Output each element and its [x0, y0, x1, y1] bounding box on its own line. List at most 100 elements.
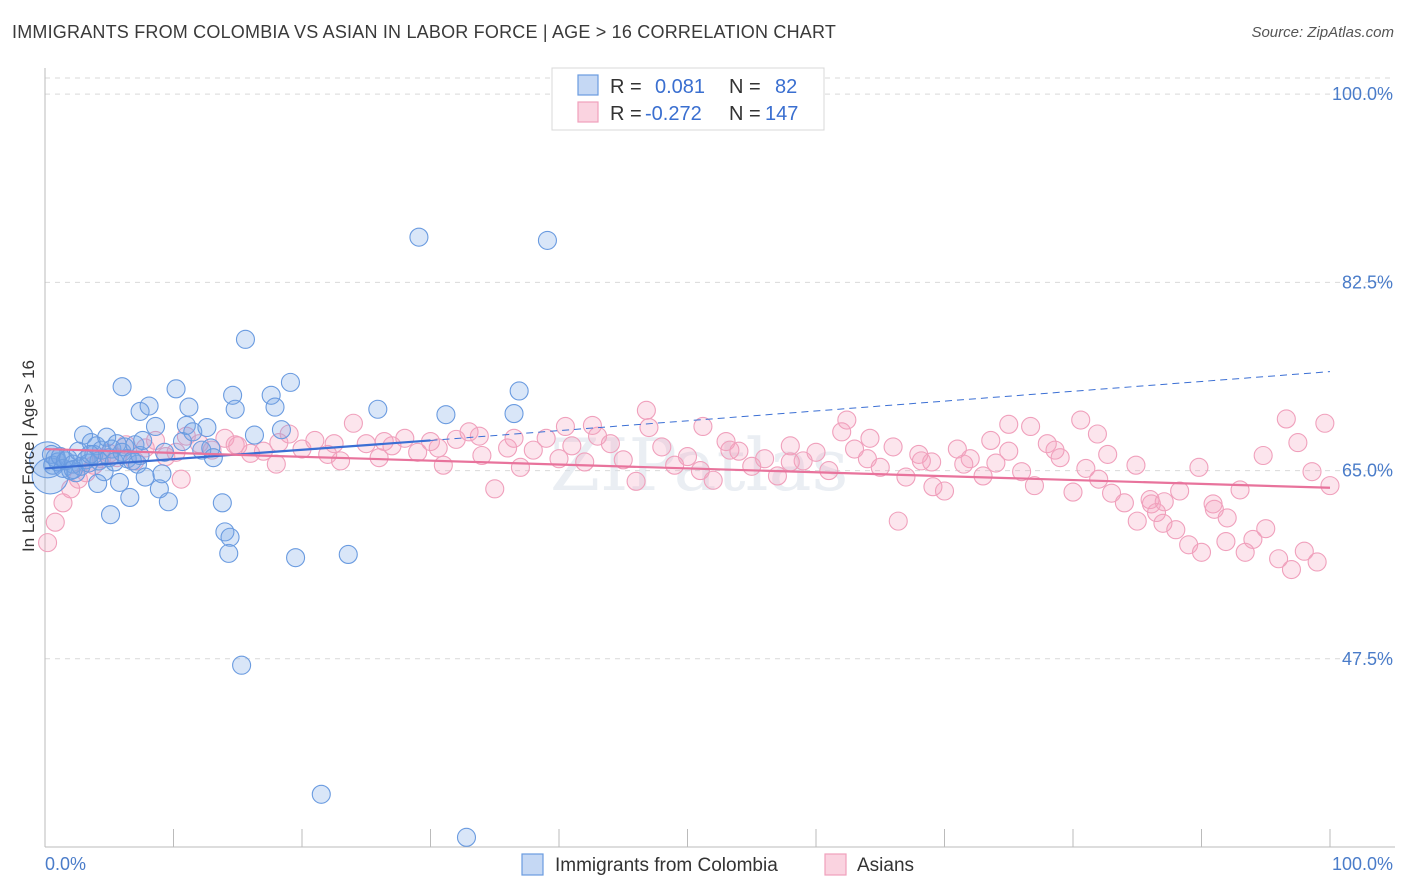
- asians-point: [720, 440, 740, 460]
- y-tick-label: 82.5%: [1342, 272, 1393, 292]
- colombia-point: [220, 527, 240, 547]
- asians-point: [428, 438, 448, 458]
- colombia-point: [130, 401, 150, 421]
- legend-r-value-blue: 0.081: [655, 76, 705, 98]
- asians-point: [1216, 532, 1236, 552]
- asians-point: [960, 449, 980, 469]
- asians-point: [472, 445, 492, 466]
- asians-point: [433, 455, 453, 475]
- asians-point: [806, 442, 826, 462]
- asians-point: [600, 434, 620, 454]
- asians-point: [896, 467, 916, 487]
- asians-point: [954, 454, 974, 474]
- colombia-point: [504, 404, 524, 424]
- legend-swatch-blue: [577, 74, 599, 96]
- colombia-point: [509, 381, 529, 401]
- colombia-point: [74, 425, 94, 445]
- asians-point: [981, 430, 1001, 451]
- colombia-point: [261, 385, 281, 405]
- asians-point: [1235, 542, 1255, 562]
- asians-point: [1276, 409, 1296, 429]
- colombia-point: [223, 385, 243, 405]
- colombia-point: [197, 417, 217, 438]
- colombia-point: [139, 396, 159, 416]
- asians-point: [459, 422, 479, 442]
- asians-point: [305, 430, 325, 451]
- asians-point: [639, 417, 659, 438]
- asians-point: [343, 413, 363, 433]
- legend-r-label-blue: R =: [610, 76, 642, 98]
- legend-swatch-pink: [577, 101, 599, 123]
- asians-point: [1307, 552, 1327, 572]
- asians-point: [1281, 559, 1301, 580]
- asians-point: [1294, 541, 1314, 561]
- asians-point: [562, 436, 582, 456]
- colombia-point: [97, 427, 117, 447]
- colombia-point: [368, 399, 388, 419]
- y-tick-label: 47.5%: [1342, 649, 1393, 669]
- asians-point: [38, 533, 58, 553]
- asians-point: [1302, 462, 1322, 482]
- asians-point: [626, 471, 646, 491]
- asians-point: [330, 451, 351, 471]
- colombia-point: [66, 463, 86, 483]
- asians-point: [555, 416, 575, 437]
- legend-r-label-pink: R =: [610, 103, 642, 125]
- asians-point: [374, 431, 394, 452]
- asians-point: [1170, 481, 1190, 501]
- colombia-point: [63, 459, 83, 480]
- bottom-legend-swatch-pink: [824, 853, 847, 876]
- asians-point: [1126, 455, 1146, 475]
- y-tick-labels: 47.5% 65.0% 82.5% 100.0%: [1332, 84, 1393, 669]
- asians-point: [1114, 493, 1134, 513]
- colombia-points: [29, 227, 557, 847]
- stats-legend: R = 0.081 N = 82 R = -0.272 N = 147: [551, 67, 825, 131]
- legend-r-value-pink: -0.272: [645, 103, 702, 125]
- axes: [44, 68, 1395, 848]
- colombia-point: [235, 329, 256, 349]
- source-credit: Source: ZipAtlas.com: [1251, 24, 1394, 41]
- y-tick-label: 65.0%: [1342, 461, 1393, 481]
- asians-point: [1021, 416, 1041, 437]
- asians-point: [652, 437, 672, 457]
- grid: [45, 77, 1395, 660]
- asians-point: [1269, 549, 1289, 569]
- legend-n-value-pink: 147: [765, 103, 798, 125]
- asians-points: [38, 400, 1340, 580]
- colombia-point: [271, 420, 291, 440]
- y-tick-label: 100.0%: [1332, 84, 1393, 104]
- asians-point: [485, 479, 505, 499]
- asians-point: [888, 511, 908, 531]
- asians-point: [1146, 502, 1167, 523]
- asians-point: [1087, 424, 1107, 444]
- asians-point: [549, 449, 569, 469]
- asians-point: [693, 416, 713, 437]
- asians-point: [1063, 482, 1083, 502]
- asians-point: [767, 466, 788, 486]
- asians-point: [1191, 542, 1212, 562]
- asians-point: [911, 451, 931, 471]
- asians-point: [690, 461, 710, 481]
- asians-point: [636, 400, 656, 420]
- asians-point: [1012, 462, 1032, 482]
- y-axis-label: In Labor Force | Age > 16: [19, 360, 38, 552]
- asians-point: [582, 415, 602, 435]
- colombia-point: [265, 397, 285, 417]
- colombia-point: [436, 405, 456, 425]
- asians-point: [1127, 511, 1147, 531]
- asians-point: [1071, 410, 1091, 430]
- colombia-point: [456, 827, 477, 847]
- asians-point: [677, 447, 698, 467]
- asians-point: [536, 428, 556, 448]
- asians-point: [575, 452, 595, 472]
- asians-point: [1045, 440, 1065, 460]
- colombia-point: [215, 522, 235, 542]
- asians-point: [703, 470, 723, 490]
- colombia-point: [88, 473, 108, 494]
- asians-point: [1256, 519, 1276, 539]
- asians-trend-line: [44, 447, 1331, 489]
- asians-point: [498, 438, 518, 458]
- legend-n-label-pink: N =: [729, 103, 761, 125]
- colombia-point: [152, 464, 172, 484]
